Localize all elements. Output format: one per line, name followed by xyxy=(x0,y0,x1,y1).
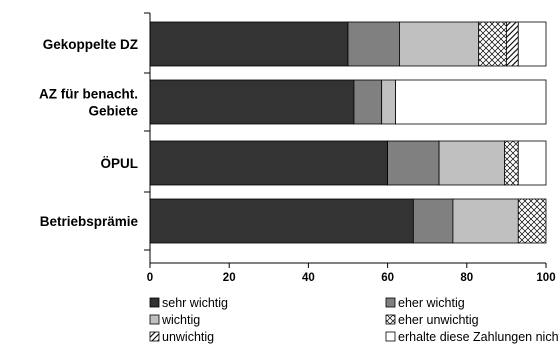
bar-segment-betriebspraemie-sehr-wichtig xyxy=(149,198,414,244)
category-label-gekoppelte-dz: Gekoppelte DZ xyxy=(43,37,138,52)
x-tick-label-20: 20 xyxy=(223,272,236,284)
bar-segment-az-fuer-benacht-gebiete-sehr-wichtig xyxy=(149,79,355,125)
bar-segment-az-fuer-benacht-gebiete-wichtig xyxy=(381,79,396,125)
bar-segment-gekoppelte-dz-erhalte-diese-zahlungen-nicht xyxy=(517,21,547,67)
legend-swatch-wichtig xyxy=(149,314,160,325)
bar-segment-oepul-wichtig xyxy=(438,140,505,186)
legend-swatch-eher-wichtig xyxy=(385,297,396,308)
legend-swatch-eher-unwichtig xyxy=(385,314,396,325)
bar-segment-oepul-eher-unwichtig xyxy=(504,140,519,186)
bar-segment-gekoppelte-dz-wichtig xyxy=(399,21,480,67)
x-tick-label-40: 40 xyxy=(302,272,315,284)
x-tick-label-60: 60 xyxy=(381,272,394,284)
bar-segment-az-fuer-benacht-gebiete-eher-wichtig xyxy=(353,79,383,125)
bar-segment-gekoppelte-dz-eher-wichtig xyxy=(347,21,400,67)
legend-swatch-unwichtig xyxy=(149,331,160,342)
legend-label-sehr-wichtig: sehr wichtig xyxy=(162,296,228,310)
bar-segment-oepul-erhalte-diese-zahlungen-nicht xyxy=(517,140,547,186)
legend-swatch-sehr-wichtig xyxy=(149,297,160,308)
bar-segment-oepul-sehr-wichtig xyxy=(149,140,389,186)
category-label-oepul: ÖPUL xyxy=(100,156,138,171)
x-tick-label-0: 0 xyxy=(147,272,153,284)
bar-segment-gekoppelte-dz-unwichtig xyxy=(505,21,519,67)
bar-segment-oepul-eher-wichtig xyxy=(387,140,440,186)
legend-label-unwichtig: unwichtig xyxy=(162,330,214,344)
plot-area: Gekoppelte DZ AZ für benacht. Gebiete ÖPUL B… xyxy=(39,12,556,284)
legend-label-erhalte-diese-zahlungen-nicht: erhalte diese Zahlungen nicht xyxy=(398,330,559,344)
bar-segment-betriebspraemie-eher-wichtig xyxy=(412,198,454,244)
legend-label-eher-unwichtig: eher unwichtig xyxy=(398,313,479,327)
bar-segment-gekoppelte-dz-sehr-wichtig xyxy=(149,21,349,67)
category-label-az-fuer-benacht-gebiete: AZ für benacht. Gebiete xyxy=(39,87,138,119)
bar-segment-gekoppelte-dz-eher-unwichtig xyxy=(478,21,507,67)
bar-segment-betriebspraemie-wichtig xyxy=(452,198,519,244)
legend: sehr wichtig eher wichtig wichtig eher unwi… xyxy=(149,296,559,344)
bar-segment-az-fuer-benacht-gebiete-erhalte-diese-zahlungen-nicht xyxy=(395,79,547,125)
legend-label-eher-wichtig: eher wichtig xyxy=(398,296,465,310)
legend-label-wichtig: wichtig xyxy=(161,313,200,327)
x-tick-label-100: 100 xyxy=(536,272,555,284)
x-tick-label-80: 80 xyxy=(460,272,473,284)
legend-swatch-erhalte-diese-zahlungen-nicht xyxy=(385,331,396,342)
category-label-betriebspraemie: Betriebsprämie xyxy=(40,214,139,229)
bar-segment-betriebspraemie-eher-unwichtig xyxy=(517,198,547,244)
